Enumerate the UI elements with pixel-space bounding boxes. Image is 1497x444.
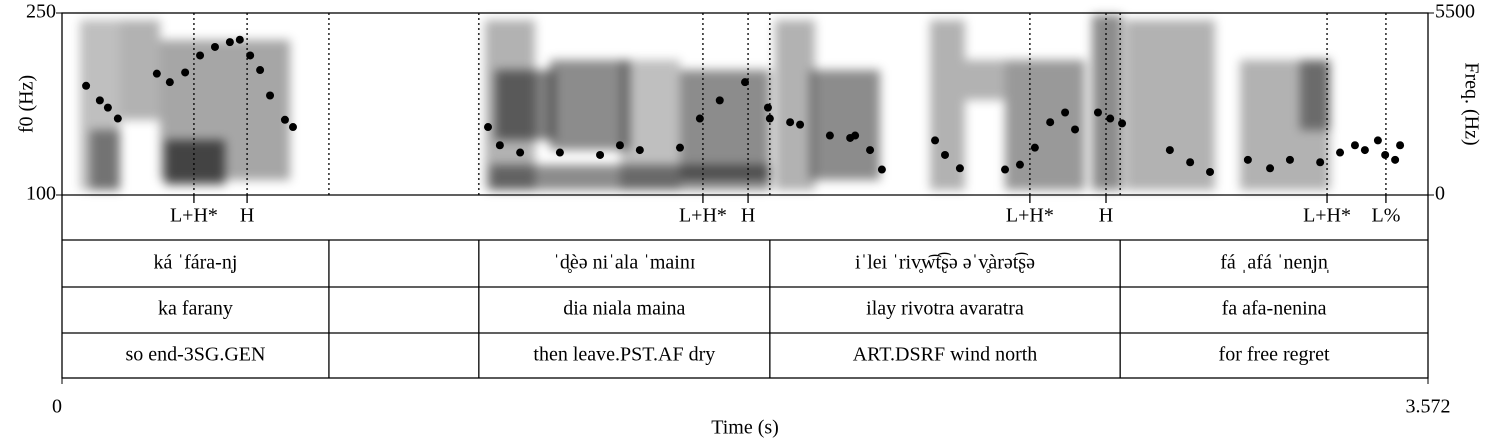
f0-point (181, 68, 190, 77)
interval-label: fá ˌafá ˈnen̩jn̩ (1220, 252, 1329, 274)
f0-point (1373, 136, 1382, 145)
f0-point (256, 66, 265, 75)
f0-point (1396, 141, 1405, 150)
f0-point (796, 120, 805, 129)
f0-point (210, 42, 219, 51)
f0-point (786, 118, 795, 127)
interval-label: ilay rivotra avaratra (866, 298, 1024, 320)
tone-label: L% (1371, 205, 1400, 227)
tone-label: H (741, 205, 755, 227)
y2-tick-label: 5500 (1435, 1, 1475, 23)
interval-label: fa afa-nenina (1222, 298, 1327, 320)
x-tick-label: 0 (52, 396, 62, 418)
f0-point (555, 148, 564, 157)
f0-point (741, 78, 749, 87)
y-tick-label: 100 (26, 183, 56, 205)
f0-point (941, 150, 950, 159)
f0-point (1106, 114, 1115, 123)
tone-label: L+H* (170, 205, 218, 227)
f0-point (1381, 150, 1390, 159)
f0-point (763, 103, 772, 112)
f0-point (1391, 155, 1400, 164)
f0-point (1093, 108, 1102, 117)
interval-label: ka farany (158, 298, 233, 320)
y-axis-label: f0 (Hz) (16, 75, 38, 133)
f0-point (1285, 155, 1294, 164)
f0-point (1046, 118, 1055, 127)
f0-point (695, 114, 704, 123)
f0-point (82, 81, 91, 90)
f0-point (1118, 119, 1127, 128)
f0-point (825, 131, 834, 140)
f0-point (280, 115, 289, 124)
f0-point (113, 114, 122, 123)
f0-point (1186, 158, 1195, 167)
f0-point (1165, 146, 1174, 155)
y2-axis-label: Freq. (Hz) (1460, 62, 1482, 145)
x-tick-label: 3.572 (1406, 396, 1451, 418)
tone-label: H (240, 205, 254, 227)
f0-point (615, 141, 624, 150)
f0-point (596, 150, 605, 159)
f0-point (1316, 158, 1325, 167)
f0-point (1015, 160, 1024, 169)
interval-label: iˈlei ˈriv̥w͡t͡ʂə əˈv̥àrət͡ʂə (855, 252, 1035, 274)
f0-point (866, 146, 875, 155)
f0-point (1071, 125, 1080, 134)
f0-point (495, 141, 504, 150)
f0-point (95, 96, 104, 105)
f0-point (1001, 165, 1010, 174)
f0-point (516, 148, 525, 157)
interval-label: ART.DSRF wind north (853, 344, 1038, 366)
tone-label: H (1099, 205, 1113, 227)
f0-point (165, 78, 174, 87)
f0-point (1061, 108, 1070, 117)
interval-label: so end-3SG.GEN (125, 344, 265, 366)
tone-label: L+H* (1303, 205, 1351, 227)
f0-point (1266, 164, 1275, 173)
f0-point (196, 51, 205, 60)
y2-tick-label: 0 (1435, 183, 1445, 205)
interval-label: for free regret (1219, 344, 1330, 366)
f0-point (1350, 141, 1359, 150)
interval-label: ká ˈfára-n̩j (154, 252, 238, 274)
f0-point (765, 114, 774, 123)
f0-point (1030, 143, 1039, 152)
tone-label: L+H* (679, 205, 727, 227)
f0-point (1360, 146, 1369, 155)
f0-point (288, 123, 297, 132)
interval-label: ˈd̥èə niˈala ˈmainɪ (553, 252, 695, 274)
y-tick-label: 250 (26, 1, 56, 23)
f0-point (851, 131, 860, 140)
f0-point (955, 164, 964, 173)
f0-point (103, 103, 112, 112)
f0-point (225, 38, 234, 47)
f0-point (931, 136, 940, 145)
interval-label: dia niala maina (563, 298, 685, 320)
f0-point (266, 91, 275, 100)
f0-point (235, 35, 244, 44)
spectrogram (80, 15, 1330, 190)
f0-point (1206, 167, 1215, 176)
f0-point (484, 123, 493, 132)
f0-point (246, 51, 255, 60)
f0-point (1336, 148, 1345, 157)
tone-label: L+H* (1006, 205, 1054, 227)
f0-point (635, 146, 644, 155)
f0-point (877, 165, 886, 174)
interval-label: then leave.PST.AF dry (533, 344, 715, 366)
f0-point (675, 143, 684, 152)
f0-point (715, 96, 724, 105)
f0-point (1243, 155, 1252, 164)
f0-point (152, 69, 161, 78)
x-axis-label: Time (s) (711, 417, 779, 439)
